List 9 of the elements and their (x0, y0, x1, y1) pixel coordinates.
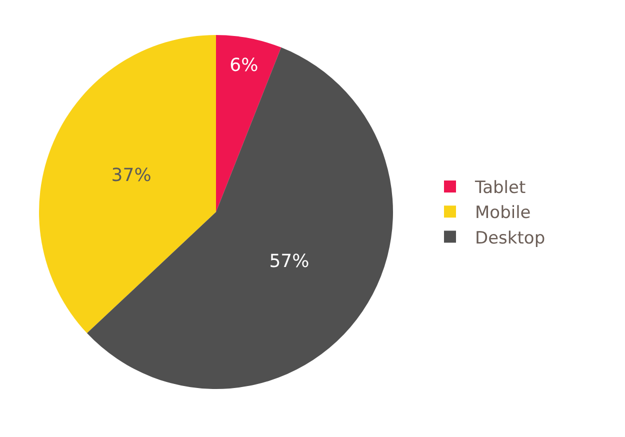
pie-slice (39, 34, 216, 334)
data-label: 57% (269, 251, 310, 272)
data-label: 6% (230, 55, 258, 76)
data-label: 37% (111, 164, 152, 186)
legend-label: Tablet (474, 178, 526, 198)
legend-label: Mobile (475, 203, 531, 224)
pie-slice (86, 47, 393, 389)
legend-label: Desktop (475, 228, 546, 248)
pie-slice (216, 34, 282, 212)
